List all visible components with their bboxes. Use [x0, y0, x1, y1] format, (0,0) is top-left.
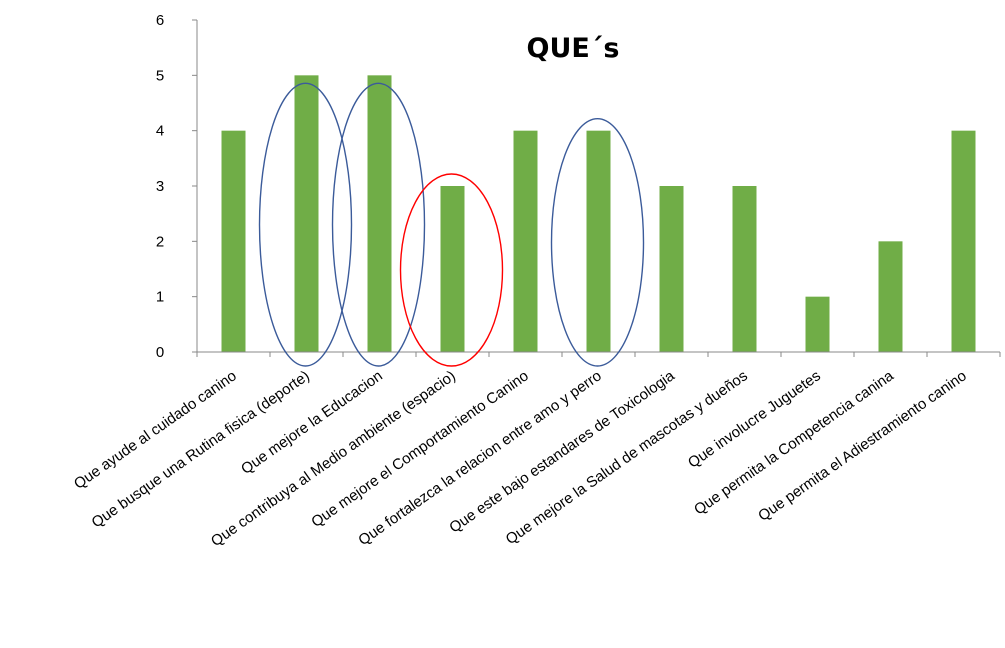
y-tick-label: 6 [156, 12, 164, 29]
bar [732, 186, 757, 352]
x-category-label: Que mejore la Educacion [238, 367, 386, 478]
y-tick-label: 4 [156, 123, 164, 140]
bar [367, 75, 392, 352]
bar [513, 130, 538, 352]
bar [221, 130, 246, 352]
highlight-ellipse [258, 82, 353, 367]
x-axis [196, 351, 1001, 357]
bars-group [221, 75, 976, 352]
y-tick-label: 2 [156, 233, 164, 250]
y-tick-label: 3 [156, 178, 164, 195]
y-tick-label: 0 [156, 344, 164, 361]
y-tick-label: 5 [156, 67, 164, 84]
bar [878, 241, 903, 352]
y-tick-label: 1 [156, 289, 164, 306]
bar [659, 186, 684, 352]
highlight-ellipse [331, 82, 426, 367]
bar [586, 130, 611, 352]
highlight-ellipses [258, 82, 645, 367]
bar [951, 130, 976, 352]
bar [294, 75, 319, 352]
chart-title: QUE´s [527, 33, 620, 64]
y-axis [192, 19, 198, 353]
bar [440, 186, 465, 352]
y-tick-labels: 0 1 2 3 4 5 6 [156, 12, 164, 361]
highlight-ellipse [550, 117, 645, 367]
bar [805, 296, 830, 352]
highlight-ellipse [399, 173, 504, 367]
x-category-label: Que involucre Juguetes [685, 367, 824, 471]
